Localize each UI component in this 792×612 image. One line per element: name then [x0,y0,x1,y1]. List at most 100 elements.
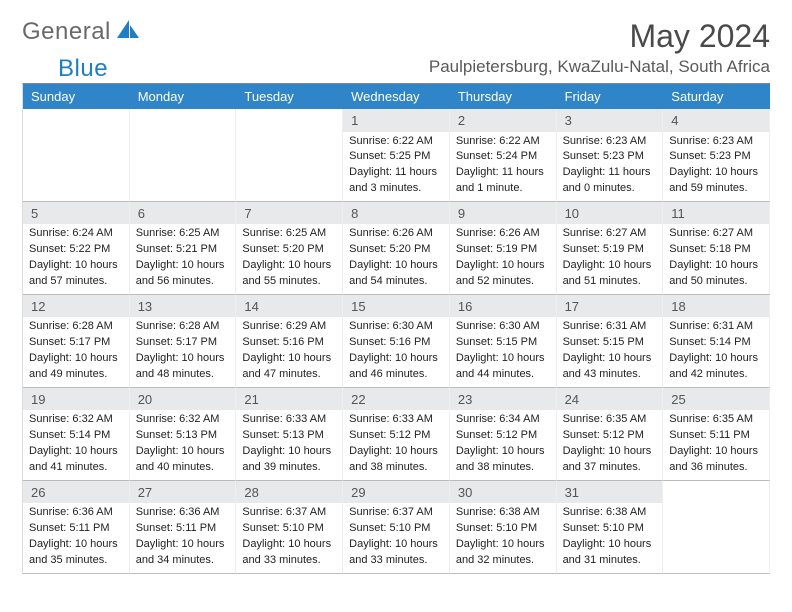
info-line: Sunset: 5:24 PM [456,149,550,164]
info-line: Sunset: 5:20 PM [349,242,443,257]
day-number: 2 [450,109,556,132]
info-line: Daylight: 11 hours [563,165,657,180]
info-line: Daylight: 10 hours [669,258,763,273]
info-line: Sunrise: 6:25 AM [136,226,230,241]
calendar-cell: 17Sunrise: 6:31 AMSunset: 5:15 PMDayligh… [557,295,664,388]
day-number: 15 [343,295,449,318]
info-line: Sunrise: 6:33 AM [242,412,336,427]
day-info: Sunrise: 6:33 AMSunset: 5:13 PMDaylight:… [236,412,342,474]
day-info: Sunrise: 6:37 AMSunset: 5:10 PMDaylight:… [236,505,342,567]
day-info: Sunrise: 6:27 AMSunset: 5:19 PMDaylight:… [557,226,663,288]
calendar-cell: 2Sunrise: 6:22 AMSunset: 5:24 PMDaylight… [450,109,557,202]
day-number: 12 [23,295,129,318]
day-info: Sunrise: 6:33 AMSunset: 5:12 PMDaylight:… [343,412,449,474]
info-line: Sunset: 5:19 PM [456,242,550,257]
info-line: and 50 minutes. [669,274,763,289]
info-line: Sunrise: 6:25 AM [242,226,336,241]
calendar-grid: SundayMondayTuesdayWednesdayThursdayFrid… [22,83,770,574]
calendar-cell: 26Sunrise: 6:36 AMSunset: 5:11 PMDayligh… [23,481,130,574]
day-number: 19 [23,388,129,411]
day-number: 27 [130,481,236,504]
logo-word2: Blue [58,55,108,83]
day-info: Sunrise: 6:30 AMSunset: 5:16 PMDaylight:… [343,319,449,381]
info-line: Sunrise: 6:31 AM [563,319,657,334]
info-line: and 33 minutes. [349,553,443,568]
info-line: Sunset: 5:10 PM [456,521,550,536]
info-line: Daylight: 10 hours [136,258,230,273]
info-line: Daylight: 10 hours [669,444,763,459]
info-line: Sunset: 5:12 PM [456,428,550,443]
info-line: Daylight: 10 hours [563,258,657,273]
day-info: Sunrise: 6:32 AMSunset: 5:14 PMDaylight:… [23,412,129,474]
info-line: Sunset: 5:23 PM [669,149,763,164]
day-info: Sunrise: 6:38 AMSunset: 5:10 PMDaylight:… [450,505,556,567]
calendar-cell: 25Sunrise: 6:35 AMSunset: 5:11 PMDayligh… [663,388,770,481]
info-line: Daylight: 10 hours [563,351,657,366]
calendar-cell [23,109,130,202]
info-line: Sunset: 5:20 PM [242,242,336,257]
weekday-header: Saturday [663,84,770,109]
info-line: Sunrise: 6:23 AM [669,134,763,149]
info-line: and 44 minutes. [456,367,550,382]
info-line: Sunset: 5:11 PM [669,428,763,443]
day-info: Sunrise: 6:36 AMSunset: 5:11 PMDaylight:… [130,505,236,567]
day-info: Sunrise: 6:22 AMSunset: 5:25 PMDaylight:… [343,134,449,196]
sail-icon [115,18,141,40]
info-line: Daylight: 10 hours [669,351,763,366]
info-line: and 57 minutes. [29,274,123,289]
day-number: 21 [236,388,342,411]
calendar-cell: 23Sunrise: 6:34 AMSunset: 5:12 PMDayligh… [450,388,557,481]
day-info: Sunrise: 6:32 AMSunset: 5:13 PMDaylight:… [130,412,236,474]
info-line: Sunrise: 6:28 AM [136,319,230,334]
calendar-cell: 16Sunrise: 6:30 AMSunset: 5:15 PMDayligh… [450,295,557,388]
day-number: 3 [557,109,663,132]
day-info: Sunrise: 6:26 AMSunset: 5:20 PMDaylight:… [343,226,449,288]
day-number: 10 [557,202,663,225]
day-info: Sunrise: 6:31 AMSunset: 5:15 PMDaylight:… [557,319,663,381]
weekday-header: Wednesday [343,84,450,109]
info-line: and 35 minutes. [29,553,123,568]
day-number: 20 [130,388,236,411]
info-line: and 43 minutes. [563,367,657,382]
info-line: Sunset: 5:18 PM [669,242,763,257]
info-line: Sunset: 5:13 PM [242,428,336,443]
info-line: Daylight: 10 hours [242,444,336,459]
info-line: Daylight: 11 hours [349,165,443,180]
day-number: 14 [236,295,342,318]
info-line: Sunset: 5:16 PM [242,335,336,350]
calendar-cell: 14Sunrise: 6:29 AMSunset: 5:16 PMDayligh… [236,295,343,388]
calendar-cell: 12Sunrise: 6:28 AMSunset: 5:17 PMDayligh… [23,295,130,388]
info-line: Sunrise: 6:37 AM [349,505,443,520]
info-line: Daylight: 10 hours [349,444,443,459]
info-line: and 51 minutes. [563,274,657,289]
day-number: 28 [236,481,342,504]
calendar-cell: 31Sunrise: 6:38 AMSunset: 5:10 PMDayligh… [557,481,664,574]
info-line: and 3 minutes. [349,181,443,196]
info-line: Daylight: 10 hours [29,351,123,366]
info-line: Sunset: 5:17 PM [29,335,123,350]
calendar-cell: 21Sunrise: 6:33 AMSunset: 5:13 PMDayligh… [236,388,343,481]
info-line: Sunset: 5:21 PM [136,242,230,257]
info-line: Daylight: 10 hours [563,444,657,459]
info-line: and 39 minutes. [242,460,336,475]
day-info: Sunrise: 6:22 AMSunset: 5:24 PMDaylight:… [450,134,556,196]
info-line: Sunset: 5:10 PM [563,521,657,536]
info-line: Sunset: 5:12 PM [563,428,657,443]
day-info: Sunrise: 6:34 AMSunset: 5:12 PMDaylight:… [450,412,556,474]
calendar-cell: 8Sunrise: 6:26 AMSunset: 5:20 PMDaylight… [343,202,450,295]
calendar-cell: 6Sunrise: 6:25 AMSunset: 5:21 PMDaylight… [130,202,237,295]
calendar-cell: 30Sunrise: 6:38 AMSunset: 5:10 PMDayligh… [450,481,557,574]
day-info: Sunrise: 6:27 AMSunset: 5:18 PMDaylight:… [663,226,769,288]
day-number: 26 [23,481,129,504]
day-number: 29 [343,481,449,504]
info-line: Sunrise: 6:33 AM [349,412,443,427]
info-line: and 48 minutes. [136,367,230,382]
day-number: 25 [663,388,769,411]
month-title: May 2024 [629,18,770,55]
info-line: Sunset: 5:16 PM [349,335,443,350]
day-info: Sunrise: 6:28 AMSunset: 5:17 PMDaylight:… [23,319,129,381]
day-info: Sunrise: 6:25 AMSunset: 5:21 PMDaylight:… [130,226,236,288]
info-line: Sunset: 5:10 PM [242,521,336,536]
day-number: 7 [236,202,342,225]
info-line: Daylight: 10 hours [563,537,657,552]
